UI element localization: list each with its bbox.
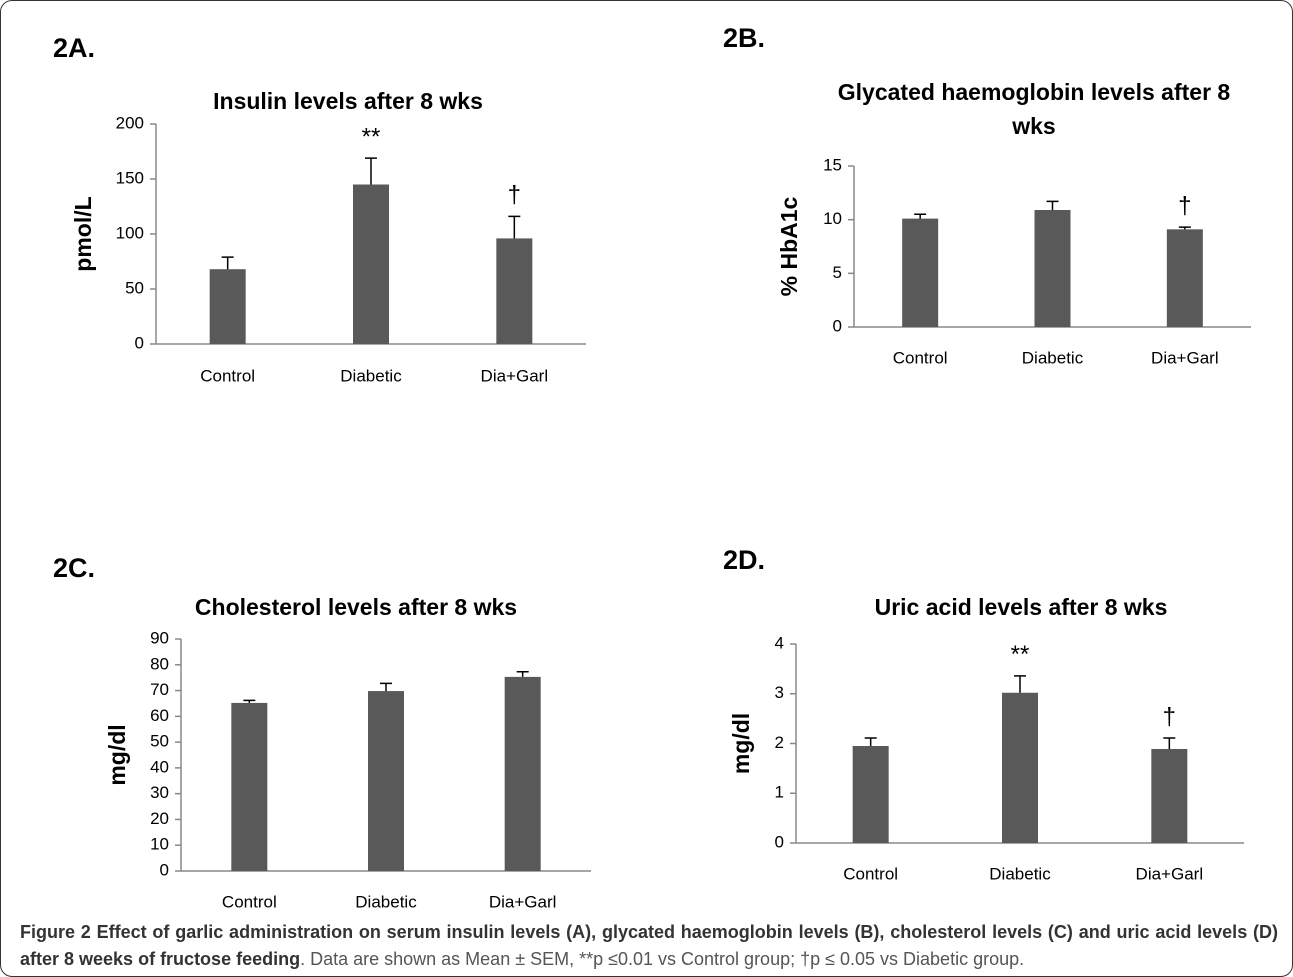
x-tick-label: Dia+Garl <box>489 892 557 911</box>
y-tick-label: 100 <box>116 223 144 242</box>
chart-title: Cholesterol levels after 8 wks <box>194 594 518 620</box>
y-tick-label: 4 <box>775 633 784 652</box>
x-tick-label: Dia+Garl <box>1151 348 1219 367</box>
y-tick-label: 10 <box>150 835 169 854</box>
error-bar <box>1178 226 1191 230</box>
x-tick-label: Diabetic <box>1022 348 1084 367</box>
y-tick-label: 30 <box>150 783 169 802</box>
y-tick-label: 90 <box>150 628 169 647</box>
bar <box>368 691 404 871</box>
x-tick-label: Diabetic <box>989 864 1051 883</box>
significance-mark: ** <box>1011 641 1030 668</box>
panel-label: 2D. <box>723 545 766 575</box>
y-axis-label: pmol/L <box>70 196 96 271</box>
y-tick-label: 0 <box>775 832 784 851</box>
chart-title: Insulin levels after 8 wks <box>213 88 483 114</box>
y-tick-label: 150 <box>116 168 144 187</box>
y-tick-label: 20 <box>150 809 169 828</box>
x-tick-label: Dia+Garl <box>1136 864 1204 883</box>
y-axis-label: mg/dl <box>728 713 754 774</box>
significance-mark: † <box>1163 703 1176 730</box>
caption-bold: Figure 2 Effect of garlic administration… <box>20 922 1278 969</box>
y-tick-label: 0 <box>160 860 169 879</box>
bar <box>1166 229 1203 327</box>
error-bar <box>516 670 529 677</box>
y-tick-label: 50 <box>150 732 169 751</box>
bar <box>209 269 246 344</box>
caption: Figure 2 Effect of garlic administration… <box>20 919 1278 973</box>
error-bar <box>508 215 521 239</box>
x-tick-label: Diabetic <box>340 366 402 385</box>
bar <box>231 702 268 871</box>
error-bar <box>914 213 927 219</box>
y-tick-label: 200 <box>116 113 144 132</box>
y-tick-label: 3 <box>775 683 784 702</box>
bar <box>504 676 541 871</box>
x-tick-label: Diabetic <box>355 892 417 911</box>
panel-label: 2C. <box>53 553 96 583</box>
x-tick-label: Control <box>893 348 948 367</box>
error-bar <box>1014 675 1026 693</box>
y-tick-label: 15 <box>823 155 842 174</box>
y-axis-label: mg/dl <box>104 724 130 785</box>
error-bar <box>365 157 377 185</box>
significance-mark: ** <box>362 123 381 150</box>
y-tick-label: 1 <box>775 783 784 802</box>
y-axis-label: % HbA1c <box>776 196 802 296</box>
bar <box>1151 748 1188 843</box>
error-bar <box>1163 737 1176 749</box>
y-tick-label: 5 <box>833 263 842 282</box>
bar <box>496 238 533 344</box>
y-tick-label: 80 <box>150 654 169 673</box>
error-bar <box>380 682 392 692</box>
bar <box>1002 692 1038 843</box>
significance-mark: † <box>508 182 521 209</box>
panel-label: 2A. <box>53 33 96 63</box>
x-tick-label: Control <box>222 892 277 911</box>
x-tick-label: Dia+Garl <box>481 366 549 385</box>
bar <box>852 745 889 843</box>
y-tick-label: 10 <box>823 209 842 228</box>
panel-label: 2B. <box>723 23 766 53</box>
y-tick-label: 70 <box>150 680 169 699</box>
y-tick-label: 50 <box>125 278 144 297</box>
y-tick-label: 0 <box>135 333 144 352</box>
y-tick-label: 2 <box>775 733 784 752</box>
error-bar <box>243 699 256 703</box>
y-tick-label: 40 <box>150 757 169 776</box>
bar <box>902 218 939 327</box>
error-bar <box>1046 200 1059 211</box>
caption-text: . Data are shown as Mean ± SEM, **p ≤0.0… <box>300 949 1025 969</box>
error-bar <box>221 256 234 270</box>
significance-mark: † <box>1178 193 1191 220</box>
bar <box>353 184 389 344</box>
x-tick-label: Control <box>200 366 255 385</box>
chart-title: Glycated haemoglobin levels after 8 wks <box>837 79 1231 139</box>
x-tick-label: Control <box>843 864 898 883</box>
error-bar <box>864 737 877 746</box>
y-tick-label: 0 <box>833 316 842 335</box>
chart-title: Uric acid levels after 8 wks <box>874 594 1168 620</box>
bar <box>1034 210 1071 327</box>
y-tick-label: 60 <box>150 706 169 725</box>
